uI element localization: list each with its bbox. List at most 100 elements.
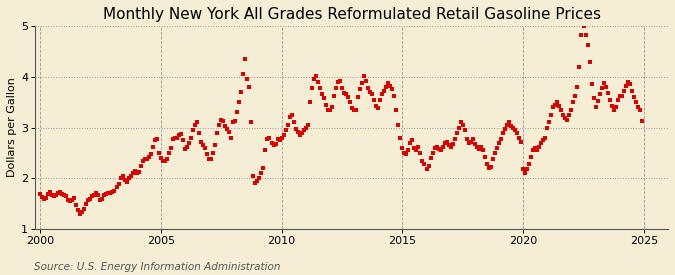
Point <box>246 120 256 125</box>
Point <box>403 148 414 153</box>
Point <box>335 79 346 83</box>
Point <box>584 60 595 65</box>
Point <box>421 167 432 171</box>
Point <box>206 157 217 161</box>
Point <box>304 100 315 104</box>
Point <box>276 136 287 140</box>
Point <box>415 151 426 155</box>
Point <box>258 166 269 170</box>
Point <box>606 104 617 108</box>
Point <box>532 148 543 153</box>
Point <box>308 77 319 81</box>
Point <box>107 190 118 194</box>
Point <box>290 126 301 131</box>
Point <box>198 143 209 147</box>
Point <box>473 147 484 151</box>
Point <box>55 190 65 194</box>
Point <box>327 105 338 109</box>
Point <box>497 130 508 135</box>
Point <box>302 123 313 127</box>
Point <box>53 191 63 195</box>
Point <box>495 136 506 141</box>
Point <box>38 197 49 201</box>
Point <box>460 128 470 132</box>
Point <box>612 97 623 102</box>
Point <box>296 130 307 135</box>
Point <box>310 73 321 78</box>
Point <box>244 85 254 89</box>
Point <box>153 151 164 155</box>
Point <box>358 73 369 78</box>
Point <box>264 136 275 140</box>
Point <box>628 95 639 99</box>
Point <box>300 125 311 130</box>
Point <box>49 194 59 198</box>
Point <box>85 196 96 201</box>
Point <box>516 139 526 144</box>
Point <box>210 143 221 147</box>
Point <box>570 94 581 98</box>
Point <box>133 170 144 174</box>
Point <box>252 179 263 183</box>
Point <box>306 86 317 90</box>
Point <box>331 86 342 90</box>
Point <box>122 180 132 184</box>
Point <box>461 136 472 141</box>
Point <box>59 192 70 197</box>
Point <box>576 33 587 37</box>
Point <box>147 145 158 149</box>
Point <box>568 100 579 104</box>
Point <box>437 145 448 149</box>
Point <box>429 146 440 150</box>
Point <box>254 176 265 180</box>
Point <box>458 123 468 127</box>
Point <box>632 105 643 109</box>
Point <box>169 136 180 140</box>
Point <box>248 174 259 178</box>
Point <box>63 197 74 202</box>
Point <box>333 79 344 84</box>
Point <box>151 136 162 141</box>
Point <box>119 178 130 182</box>
Point <box>67 198 78 202</box>
Point <box>99 192 110 197</box>
Point <box>630 100 641 104</box>
Y-axis label: Dollars per Gallon: Dollars per Gallon <box>7 78 17 177</box>
Point <box>530 146 541 150</box>
Point <box>356 81 367 85</box>
Point <box>216 118 227 122</box>
Point <box>224 129 235 134</box>
Point <box>321 103 331 107</box>
Point <box>45 190 55 194</box>
Point <box>405 141 416 145</box>
Point <box>228 120 239 125</box>
Point <box>489 151 500 155</box>
Point <box>73 208 84 212</box>
Point <box>212 130 223 135</box>
Point <box>614 94 625 98</box>
Point <box>77 210 88 214</box>
Point <box>159 158 170 163</box>
Point <box>214 123 225 127</box>
Point <box>389 94 400 98</box>
Point <box>184 141 194 145</box>
Point <box>313 79 323 84</box>
Point <box>337 86 348 90</box>
Point <box>329 94 340 98</box>
Point <box>526 155 537 159</box>
Point <box>95 197 106 202</box>
Point <box>364 90 375 94</box>
Point <box>319 96 329 100</box>
Point <box>139 157 150 161</box>
Point <box>173 133 184 137</box>
Point <box>522 167 533 171</box>
Point <box>578 24 589 28</box>
Point <box>131 171 142 175</box>
Point <box>435 148 446 153</box>
Point <box>171 136 182 140</box>
Point <box>469 142 480 146</box>
Point <box>352 95 363 99</box>
Point <box>373 106 383 110</box>
Point <box>483 166 494 170</box>
Point <box>574 64 585 69</box>
